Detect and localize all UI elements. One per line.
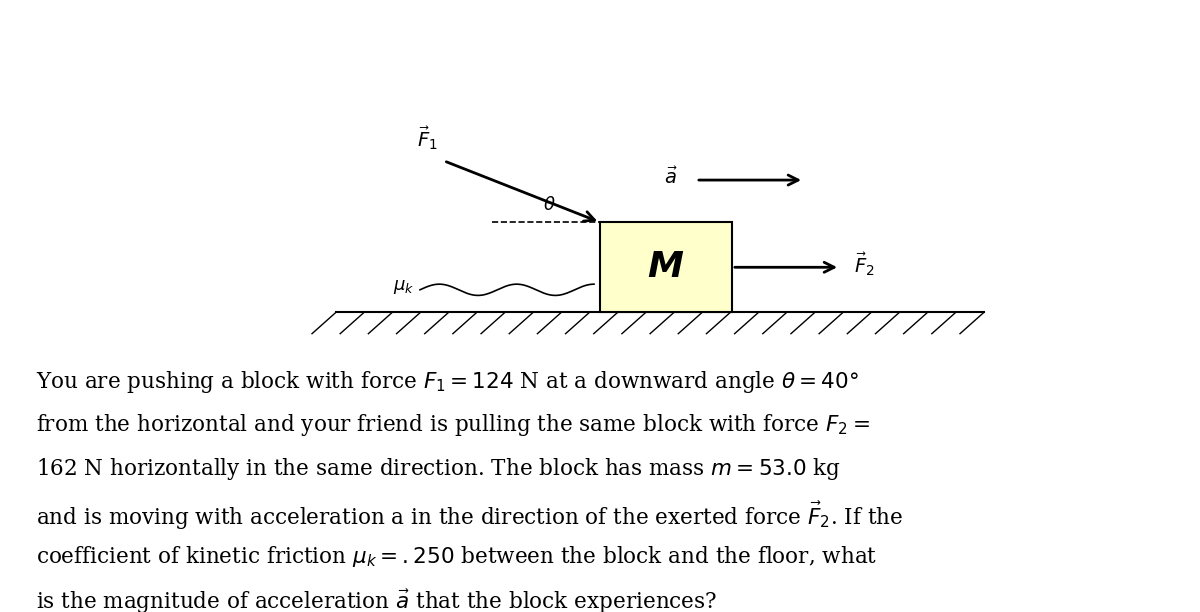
- Text: $\mu_k$: $\mu_k$: [392, 278, 414, 296]
- Text: You are pushing a block with force $F_1 = 124$ N at a downward angle $\theta = 4: You are pushing a block with force $F_1 …: [36, 368, 859, 395]
- Bar: [600, 222, 732, 312]
- Text: $\vec{F}_2$: $\vec{F}_2$: [854, 251, 875, 278]
- Text: 162 N horizontally in the same direction. The block has mass $m = 53.0$ kg: 162 N horizontally in the same direction…: [36, 457, 841, 482]
- Text: coefficient of kinetic friction $\mu_k = .250$ between the block and the floor, : coefficient of kinetic friction $\mu_k =…: [36, 544, 877, 569]
- Text: from the horizontal and your friend is pulling the same block with force $F_2 =$: from the horizontal and your friend is p…: [36, 412, 870, 438]
- Text: and is moving with acceleration a in the direction of the exerted force $\vec{F}: and is moving with acceleration a in the…: [36, 500, 904, 532]
- Text: $\theta$: $\theta$: [544, 196, 556, 214]
- Text: $\boldsymbol{M}$: $\boldsymbol{M}$: [648, 250, 684, 285]
- Text: $\vec{a}$: $\vec{a}$: [665, 166, 678, 188]
- Text: $\vec{F}_1$: $\vec{F}_1$: [416, 125, 438, 152]
- Text: is the magnitude of acceleration $\vec{a}$ that the block experiences?: is the magnitude of acceleration $\vec{a…: [36, 588, 718, 612]
